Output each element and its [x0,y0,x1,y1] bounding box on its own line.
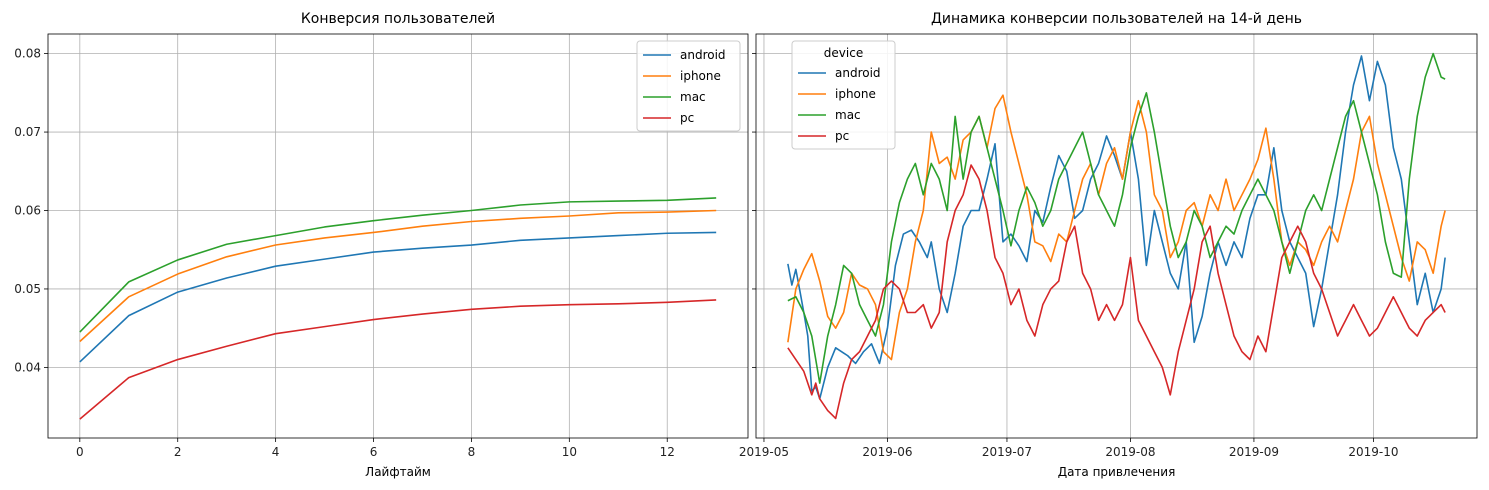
y-tick-label: 0.04 [14,360,41,374]
series-line-mac [787,52,1446,384]
x-tick-label: 4 [272,445,280,459]
legend: device android iphone mac pc [791,40,896,150]
series-line-iphone [787,94,1446,361]
series-line-mac [79,197,717,333]
legend-box [636,40,741,132]
y-tick-label: 0.06 [14,204,41,218]
legend-label-android: android [680,48,726,62]
x-axis-label: Лайфтайм [365,465,431,479]
legend-label-pc: pc [680,111,694,125]
x-axis-label: Дата привлечения [1058,465,1176,479]
x-tick-label: 0 [76,445,84,459]
x-tick-label: 2019-08 [1105,445,1155,459]
x-tick-label: 2019-05 [739,445,789,459]
plot-frame [755,33,1478,439]
chart-title: Конверсия пользователей [301,11,495,27]
plot-frame [47,33,749,439]
x-tick-label: 12 [660,445,675,459]
y-tick-label: 0.05 [14,282,41,296]
x-tick-label: 6 [370,445,378,459]
legend-label-android: android [835,66,881,80]
x-tick-label: 2019-09 [1229,445,1279,459]
chart-panel-2: 2019-05 2019-06 2019-07 2019-08 2019-09 2019-… [739,11,1478,479]
series-line-android [79,231,717,363]
x-tick-label: 2019-07 [982,445,1032,459]
series-line-iphone [79,209,717,343]
legend-title: device [824,46,863,60]
series-line-pc [787,164,1446,420]
x-tick-label: 10 [562,445,577,459]
y-tick-label: 0.07 [14,125,41,139]
legend-label-mac: mac [680,90,706,104]
legend-box [791,40,896,150]
series-line-android [787,55,1446,400]
legend-label-iphone: iphone [835,87,876,101]
x-tick-label: 8 [468,445,476,459]
chart-title: Динамика конверсии пользователей на 14-й… [931,11,1302,27]
y-tick-label: 0.08 [14,47,41,61]
x-tick-label: 2019-10 [1348,445,1398,459]
legend-label-mac: mac [835,108,861,122]
x-tick-label: 2019-06 [862,445,912,459]
x-tick-label: 2 [174,445,182,459]
series-line-pc [79,299,717,420]
legend-label-iphone: iphone [680,69,721,83]
legend-label-pc: pc [835,129,849,143]
chart-panel-1: 0 2 4 6 8 10 12 0.04 0.05 0.06 0.07 0.08 Конверсия п… [14,11,749,479]
legend: android iphone mac pc [636,40,741,132]
